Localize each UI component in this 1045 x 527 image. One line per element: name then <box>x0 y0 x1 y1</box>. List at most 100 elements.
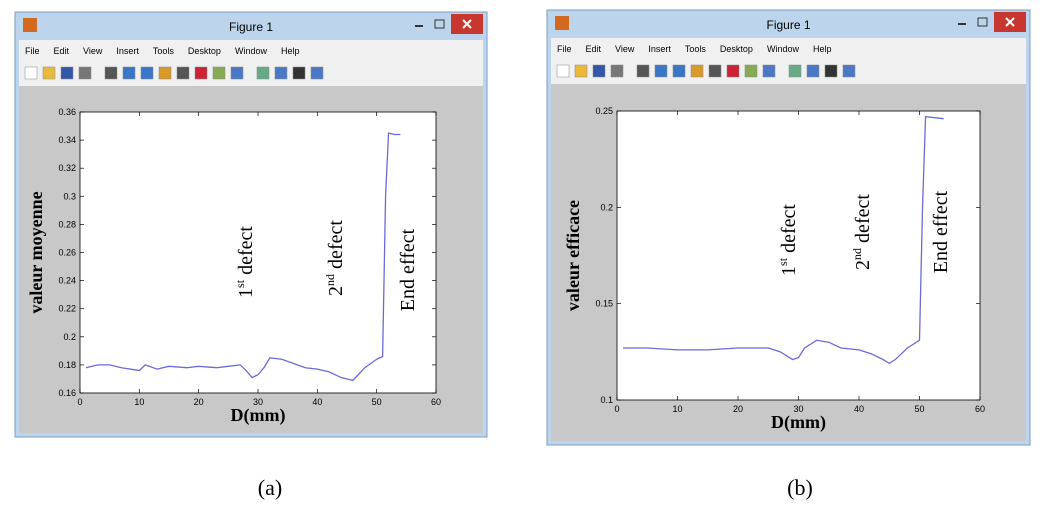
y-tick-label: 0.28 <box>58 219 76 229</box>
menu-item[interactable]: Tools <box>685 44 707 54</box>
y-tick-label: 0.32 <box>58 163 76 173</box>
toolbar-button[interactable] <box>744 64 758 78</box>
annotation-superscript: st <box>776 257 790 266</box>
toolbar-button[interactable] <box>292 66 306 80</box>
maximize-button[interactable] <box>434 19 445 29</box>
toolbar-button[interactable] <box>708 64 722 78</box>
y-tick-label: 0.2 <box>63 332 76 342</box>
toolbar-button[interactable] <box>636 64 650 78</box>
menu-item[interactable]: Desktop <box>720 44 753 54</box>
maximize-button[interactable] <box>977 17 988 27</box>
toolbar-button[interactable] <box>274 66 288 80</box>
toolbar-button[interactable] <box>672 64 686 78</box>
menu-item[interactable]: Edit <box>586 44 602 54</box>
x-tick-label: 10 <box>672 404 682 414</box>
window-title: Figure 1 <box>229 20 273 34</box>
menu-item[interactable]: Insert <box>648 44 671 54</box>
menu-item[interactable]: Help <box>281 46 300 56</box>
plot-area <box>79 111 437 394</box>
x-tick-label: 30 <box>793 404 803 414</box>
y-tick-label: 0.34 <box>58 135 76 145</box>
y-tick-label: 0.2 <box>600 202 613 212</box>
y-tick-label: 0.36 <box>58 107 76 117</box>
toolbar-button[interactable] <box>788 64 802 78</box>
toolbar-button[interactable] <box>176 66 190 80</box>
y-axis-label: valeur efficace <box>563 200 583 311</box>
menu-item[interactable]: View <box>615 44 635 54</box>
menu-item[interactable]: Window <box>767 44 800 54</box>
menu-item[interactable]: Window <box>235 46 268 56</box>
x-axis-label: D(mm) <box>231 405 286 426</box>
x-tick-label: 20 <box>194 397 204 407</box>
annotation-text: defect <box>235 226 257 275</box>
annotation-number: 2 <box>852 260 874 270</box>
y-tick-label: 0.26 <box>58 248 76 258</box>
x-tick-label: 30 <box>253 397 263 407</box>
toolbar-button[interactable] <box>140 66 154 80</box>
menu-item[interactable]: Help <box>813 44 832 54</box>
annotation-number: 2 <box>325 286 347 296</box>
x-tick-label: 20 <box>733 404 743 414</box>
annotation-text: End effect <box>930 190 952 273</box>
y-tick-label: 0.3 <box>63 191 76 201</box>
toolbar-button[interactable] <box>78 66 92 80</box>
menu-item[interactable]: Tools <box>153 46 175 56</box>
annotation: End effect <box>397 228 419 311</box>
toolbar-button[interactable] <box>310 66 324 80</box>
plot-area <box>616 110 981 401</box>
icon <box>555 16 569 30</box>
y-tick-label: 0.25 <box>595 106 613 116</box>
toolbar-button[interactable] <box>654 64 668 78</box>
menu-bar <box>551 38 1026 84</box>
x-tick-label: 40 <box>312 397 322 407</box>
toolbar-button[interactable] <box>42 66 56 80</box>
toolbar-button[interactable] <box>24 66 38 80</box>
toolbar-button[interactable] <box>212 66 226 80</box>
menu-item[interactable]: View <box>83 46 103 56</box>
menu-item[interactable]: Insert <box>116 46 139 56</box>
toolbar-button[interactable] <box>726 64 740 78</box>
toolbar-button[interactable] <box>610 64 624 78</box>
annotation: 1st defect <box>776 204 800 276</box>
toolbar-button[interactable] <box>194 66 208 80</box>
toolbar-button[interactable] <box>592 64 606 78</box>
caption: (a) <box>258 475 282 500</box>
menu-item[interactable]: File <box>25 46 40 56</box>
annotation-superscript: nd <box>323 274 337 286</box>
data-line <box>623 116 944 365</box>
annotation-superscript: st <box>233 279 247 288</box>
toolbar-button[interactable] <box>842 64 856 78</box>
toolbar-button[interactable] <box>556 64 570 78</box>
menu-bar <box>19 40 483 86</box>
toolbar-button[interactable] <box>230 66 244 80</box>
chart: 0.16 0.18 0.2 0.22 0.24 0.26 0.28 0.3 0.32 0.34 0.… <box>26 107 441 426</box>
x-tick-label: 0 <box>77 397 82 407</box>
y-tick-label: 0.16 <box>58 388 76 398</box>
x-tick-label: 50 <box>372 397 382 407</box>
data-line <box>85 132 401 382</box>
toolbar-button[interactable] <box>60 66 74 80</box>
y-tick-label: 0.24 <box>58 276 76 286</box>
y-tick-label: 0.1 <box>600 395 613 405</box>
toolbar-button[interactable] <box>104 66 118 80</box>
annotation-text: End effect <box>397 228 419 311</box>
toolbar-button[interactable] <box>806 64 820 78</box>
menu-item[interactable]: File <box>557 44 572 54</box>
x-tick-label: 10 <box>134 397 144 407</box>
toolbar-button[interactable] <box>256 66 270 80</box>
toolbar-button[interactable] <box>690 64 704 78</box>
menu-item[interactable]: Edit <box>54 46 70 56</box>
toolbar-button[interactable] <box>574 64 588 78</box>
toolbar-button[interactable] <box>824 64 838 78</box>
annotation: 2nd defect <box>850 194 874 270</box>
y-axis-label: valeur moyenne <box>26 191 46 313</box>
toolbar-button[interactable] <box>122 66 136 80</box>
x-tick-label: 60 <box>975 404 985 414</box>
toolbar-button[interactable] <box>158 66 172 80</box>
toolbar-button[interactable] <box>762 64 776 78</box>
window-title: Figure 1 <box>766 18 810 32</box>
close-icon <box>462 19 472 29</box>
y-tick-label: 0.22 <box>58 304 76 314</box>
menu-item[interactable]: Desktop <box>188 46 221 56</box>
